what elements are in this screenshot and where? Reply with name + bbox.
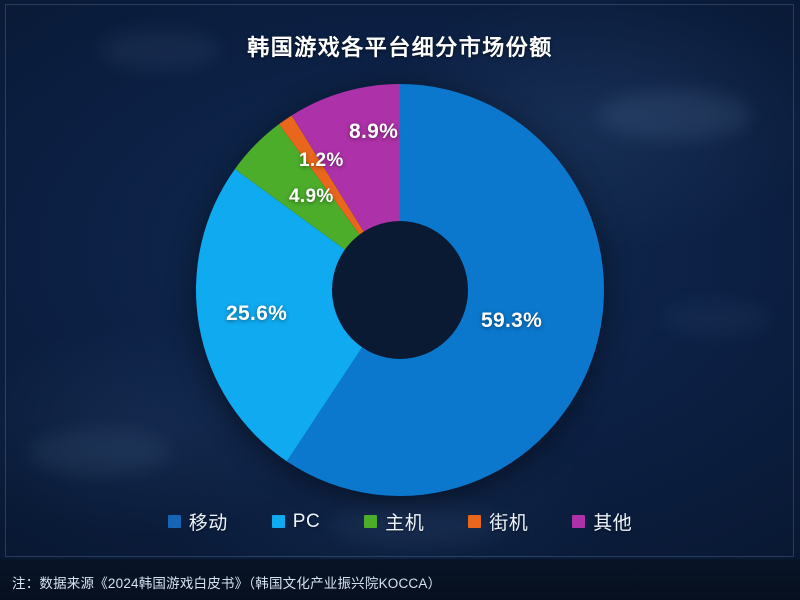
donut-svg: [196, 84, 604, 496]
footer-band: [0, 559, 800, 600]
legend-swatch-icon: [167, 515, 181, 528]
source-note: 注：数据来源《2024韩国游戏白皮书》（韩国文化产业振兴院KOCCA）: [12, 576, 442, 591]
legend-item-label: 其他: [593, 513, 633, 534]
legend-swatch-icon: [572, 515, 586, 528]
legend-item-pc[interactable]: PC: [271, 510, 321, 533]
legend-swatch-icon: [271, 515, 285, 528]
legend-item-other[interactable]: 其他: [572, 508, 632, 535]
legend-item-label: 主机: [385, 513, 425, 534]
legend-item-arcade[interactable]: 街机: [468, 508, 528, 535]
background-wisp: [660, 300, 770, 336]
slice-label-other: 8.9%: [349, 120, 399, 143]
legend-item-mobile[interactable]: 移动: [167, 508, 228, 535]
donut-hole: [332, 221, 468, 359]
slice-label-arcade: 1.2%: [299, 150, 344, 171]
slice-label-mobile: 59.3%: [481, 309, 543, 332]
legend-swatch-icon: [468, 515, 482, 528]
legend-item-label: 移动: [188, 513, 228, 534]
slice-label-console: 4.9%: [289, 186, 334, 207]
legend-item-console[interactable]: 主机: [364, 508, 424, 535]
background-wisp: [30, 430, 170, 474]
donut-chart: 59.3% 25.6% 4.9% 1.2% 8.9%: [196, 84, 604, 496]
background-wisp: [600, 90, 750, 140]
legend-item-label: 街机: [489, 513, 529, 534]
legend-swatch-icon: [364, 515, 378, 528]
legend-item-label: PC: [292, 510, 321, 532]
chart-legend: 移动 PC 主机 街机 其他: [0, 508, 800, 535]
pie-slice-PC[interactable]: [196, 169, 400, 462]
page-title: 韩国游戏各平台细分市场份额: [247, 35, 553, 60]
slice-label-pc: 25.6%: [226, 302, 288, 325]
